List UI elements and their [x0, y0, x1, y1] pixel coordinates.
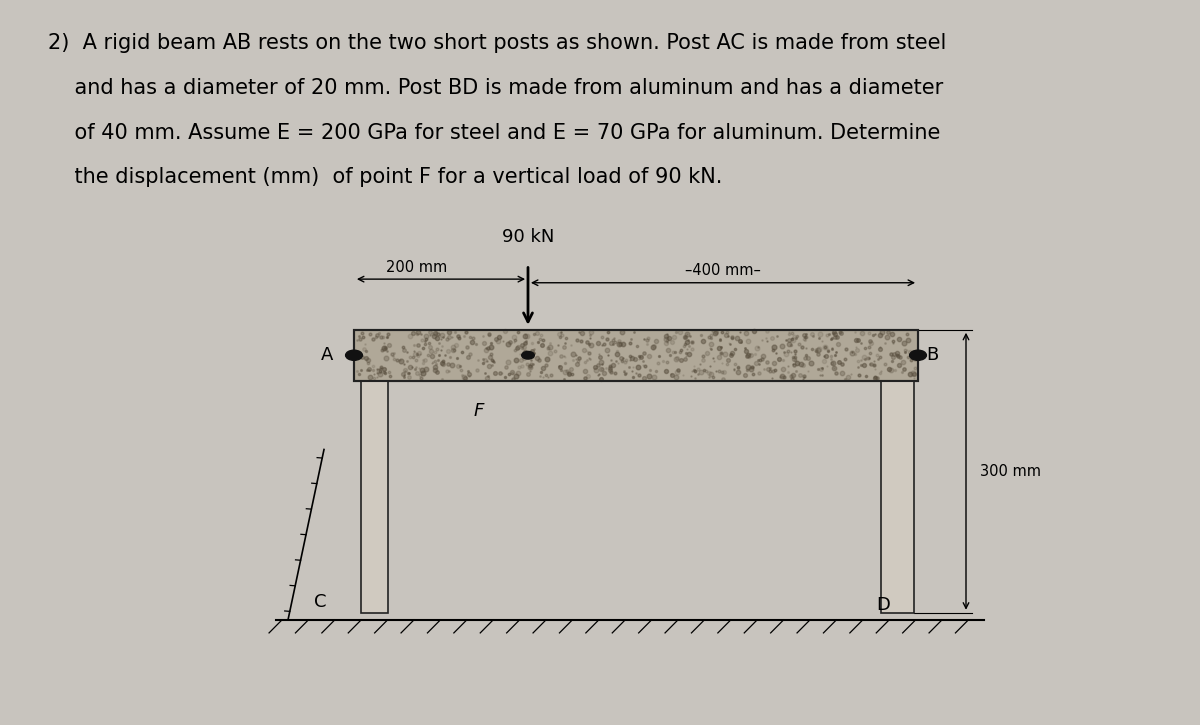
- Circle shape: [346, 350, 362, 360]
- Text: and has a diameter of 20 mm. Post BD is made from aluminum and has a diameter: and has a diameter of 20 mm. Post BD is …: [48, 78, 943, 98]
- Text: 2)  A rigid beam AB rests on the two short posts as shown. Post AC is made from : 2) A rigid beam AB rests on the two shor…: [48, 33, 947, 53]
- Text: 200 mm: 200 mm: [386, 260, 448, 275]
- Text: C: C: [314, 593, 326, 610]
- Text: 300 mm: 300 mm: [980, 464, 1042, 478]
- Circle shape: [522, 352, 534, 359]
- Text: –400 mm–: –400 mm–: [685, 263, 761, 278]
- Text: A: A: [322, 347, 334, 364]
- Bar: [354, 330, 918, 381]
- Text: of 40 mm. Assume E = 200 GPa for steel and E = 70 GPa for aluminum. Determine: of 40 mm. Assume E = 200 GPa for steel a…: [48, 123, 941, 143]
- Text: D: D: [876, 597, 890, 614]
- Circle shape: [910, 350, 926, 360]
- Bar: [881, 381, 914, 613]
- Text: F: F: [474, 402, 485, 420]
- Bar: [361, 381, 388, 613]
- Text: 90 kN: 90 kN: [502, 228, 554, 247]
- Text: the displacement (mm)  of point F for a vertical load of 90 kN.: the displacement (mm) of point F for a v…: [48, 167, 722, 188]
- Text: B: B: [926, 347, 938, 364]
- Bar: [354, 330, 918, 381]
